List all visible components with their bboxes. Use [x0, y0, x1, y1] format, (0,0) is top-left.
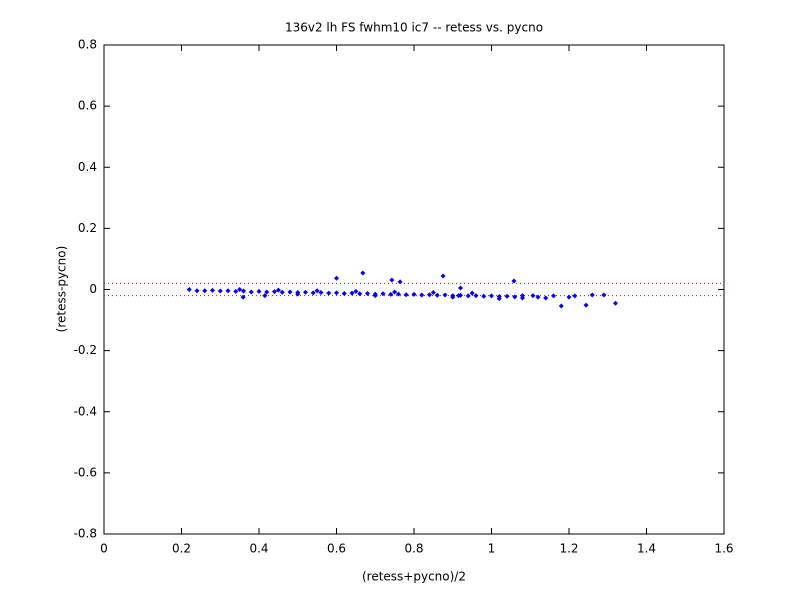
point	[411, 291, 417, 297]
point	[240, 294, 246, 300]
point	[334, 290, 339, 296]
point	[233, 288, 239, 294]
point	[481, 293, 487, 299]
point	[264, 289, 270, 295]
point	[543, 295, 549, 301]
x-axis-label: (retess+pycno)/2	[362, 570, 466, 584]
point	[440, 273, 446, 279]
point	[194, 288, 200, 294]
point	[419, 292, 425, 298]
point	[202, 288, 208, 294]
x-tick-label: 1	[488, 542, 496, 556]
point	[372, 293, 378, 299]
y-tick-label: -0.2	[74, 343, 97, 357]
point	[601, 292, 607, 298]
point	[341, 290, 347, 296]
point	[389, 277, 395, 283]
point	[450, 294, 456, 300]
point	[210, 287, 215, 293]
point	[496, 296, 502, 302]
point	[314, 288, 320, 294]
point	[473, 293, 479, 299]
point	[334, 275, 339, 281]
point	[380, 291, 386, 297]
point	[504, 293, 510, 299]
point	[279, 289, 285, 295]
x-tick-label: 0.6	[327, 542, 346, 556]
point	[388, 291, 394, 297]
point	[456, 293, 462, 299]
point	[566, 294, 572, 300]
point	[275, 287, 281, 293]
point	[225, 288, 231, 294]
chart-title: 136v2 lh FS fwhm10 ic7 -- retess vs. pyc…	[285, 21, 543, 35]
point	[430, 290, 436, 296]
point	[397, 279, 403, 285]
point	[392, 289, 398, 295]
point	[511, 278, 517, 284]
point	[442, 292, 448, 298]
point	[365, 290, 370, 296]
y-tick-label: 0	[89, 282, 97, 296]
point	[489, 293, 494, 299]
point	[530, 293, 536, 299]
point	[469, 290, 475, 296]
point	[465, 293, 471, 299]
y-tick-label: 0.4	[78, 160, 97, 174]
point	[287, 289, 293, 295]
point	[396, 291, 401, 297]
point	[241, 288, 246, 294]
point	[535, 294, 541, 300]
y-tick-label: 0.6	[78, 99, 97, 113]
y-axis-label: (retess-pycno)	[55, 246, 69, 333]
point	[295, 291, 301, 297]
point	[360, 270, 366, 276]
point	[353, 288, 359, 294]
point	[310, 290, 316, 296]
y-tick-label: 0.2	[78, 221, 97, 235]
point	[357, 291, 363, 297]
x-tick-label: 0.4	[249, 542, 268, 556]
point	[326, 290, 332, 296]
x-tick-label: 1.4	[637, 542, 656, 556]
x-tick-label: 0.2	[172, 542, 191, 556]
point	[613, 300, 618, 306]
point	[512, 294, 518, 300]
y-tick-label: -0.6	[74, 465, 97, 479]
point	[572, 293, 578, 299]
y-tick-label: -0.4	[74, 404, 97, 418]
point	[256, 288, 262, 294]
point	[589, 292, 595, 298]
point	[186, 287, 192, 292]
x-tick-label: 1.6	[714, 542, 733, 556]
y-tick-label: 0.8	[78, 38, 97, 52]
point	[272, 289, 277, 295]
point	[458, 285, 463, 291]
point	[303, 289, 308, 295]
point	[551, 293, 556, 299]
point	[434, 292, 440, 298]
x-tick-label: 1.2	[559, 542, 578, 556]
x-tick-label: 0.8	[404, 542, 423, 556]
point	[403, 292, 409, 298]
point	[520, 295, 525, 301]
point	[262, 293, 268, 299]
x-tick-label: 0	[100, 542, 108, 556]
y-tick-label: -0.8	[74, 527, 97, 541]
point	[349, 290, 355, 296]
point	[237, 287, 243, 292]
point	[248, 289, 254, 295]
point	[318, 290, 324, 296]
point	[427, 292, 432, 298]
point	[583, 302, 589, 308]
point	[217, 288, 223, 294]
point	[558, 303, 564, 309]
